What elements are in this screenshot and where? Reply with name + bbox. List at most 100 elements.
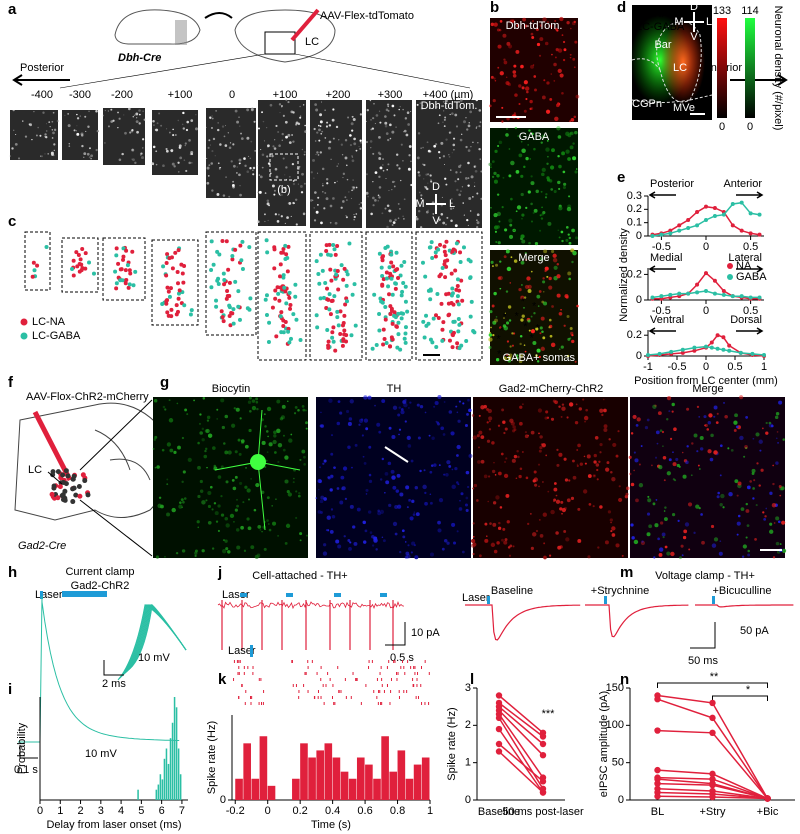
texture — [465, 496, 469, 500]
texture — [488, 416, 493, 421]
texture — [249, 157, 251, 159]
cell-dot — [383, 305, 388, 310]
texture — [40, 155, 43, 158]
texture — [448, 465, 452, 468]
cell-dot — [450, 332, 455, 337]
texture — [358, 146, 360, 148]
texture — [303, 455, 306, 459]
texture — [737, 481, 742, 486]
texture — [179, 501, 182, 504]
texture — [505, 457, 508, 460]
section-outline — [205, 231, 257, 336]
texture — [653, 556, 656, 559]
cell-dot — [449, 300, 454, 305]
bar — [324, 743, 333, 800]
x-tick-label: 2 — [77, 805, 83, 817]
texture — [478, 147, 481, 151]
texture — [465, 117, 467, 119]
texture — [633, 539, 639, 545]
cell-dot — [341, 320, 346, 325]
data-point — [695, 290, 700, 295]
data-point — [709, 729, 716, 736]
texture — [549, 554, 552, 557]
texture — [344, 497, 348, 500]
data-point — [677, 291, 682, 296]
data-point — [709, 775, 716, 783]
panel-label: f — [8, 374, 14, 391]
texture — [142, 147, 144, 149]
texture — [292, 180, 295, 182]
cell-dot — [314, 259, 319, 264]
texture — [530, 181, 535, 186]
label: LC-GABA — [636, 21, 685, 33]
cell-dot — [381, 254, 386, 259]
texture — [400, 410, 405, 415]
texture — [498, 471, 502, 476]
bar — [332, 757, 341, 800]
texture — [663, 517, 668, 521]
texture — [688, 548, 691, 551]
texture — [618, 497, 623, 503]
cell-dot — [450, 249, 455, 254]
data-point — [654, 727, 661, 734]
texture — [546, 176, 550, 180]
texture — [431, 436, 435, 441]
texture — [332, 197, 335, 200]
texture — [420, 147, 422, 149]
bar — [137, 789, 139, 800]
cell-dot — [392, 310, 397, 315]
cell-dot — [238, 243, 243, 248]
texture — [541, 172, 545, 177]
cell-dot — [164, 299, 169, 304]
cell-dot — [427, 245, 432, 250]
texture — [398, 433, 400, 436]
lc-box — [264, 31, 296, 55]
texture — [566, 206, 572, 212]
texture — [152, 447, 155, 450]
data-point — [677, 223, 682, 228]
texture — [399, 208, 401, 210]
cell-dot — [449, 271, 454, 276]
texture — [520, 192, 524, 197]
texture — [522, 17, 526, 22]
cell-dot — [283, 243, 288, 248]
texture — [503, 356, 507, 361]
cell-dot — [433, 254, 438, 259]
cell-dot — [389, 260, 394, 265]
y-axis-label: Normalized density — [618, 228, 630, 322]
texture — [550, 188, 554, 191]
texture — [743, 455, 746, 458]
texture — [403, 129, 407, 133]
texture — [360, 208, 362, 210]
cell-dot — [387, 265, 392, 270]
texture — [493, 77, 496, 80]
data-point — [650, 295, 655, 300]
texture — [227, 550, 231, 554]
texture — [530, 202, 533, 206]
texture — [434, 400, 439, 406]
cell-dot — [442, 262, 447, 267]
texture — [532, 211, 535, 215]
texture — [574, 40, 578, 44]
texture — [503, 431, 506, 435]
panel-label: a — [8, 1, 17, 18]
cell-dot — [277, 298, 282, 303]
cell-dot — [429, 240, 434, 245]
texture — [203, 454, 208, 459]
legend-marker — [20, 318, 28, 326]
texture — [498, 521, 501, 525]
scale-bar — [19, 745, 38, 759]
texture — [716, 412, 719, 415]
texture — [561, 507, 567, 513]
cell-dot — [457, 346, 462, 351]
cell-dot — [327, 292, 332, 297]
bar — [251, 778, 260, 800]
label: CGPn — [632, 98, 662, 110]
texture — [365, 493, 368, 495]
texture — [734, 479, 739, 484]
texture — [501, 538, 504, 542]
data-point — [704, 271, 708, 276]
data-point — [739, 294, 744, 299]
texture — [220, 465, 224, 469]
cell-dot — [287, 295, 292, 300]
